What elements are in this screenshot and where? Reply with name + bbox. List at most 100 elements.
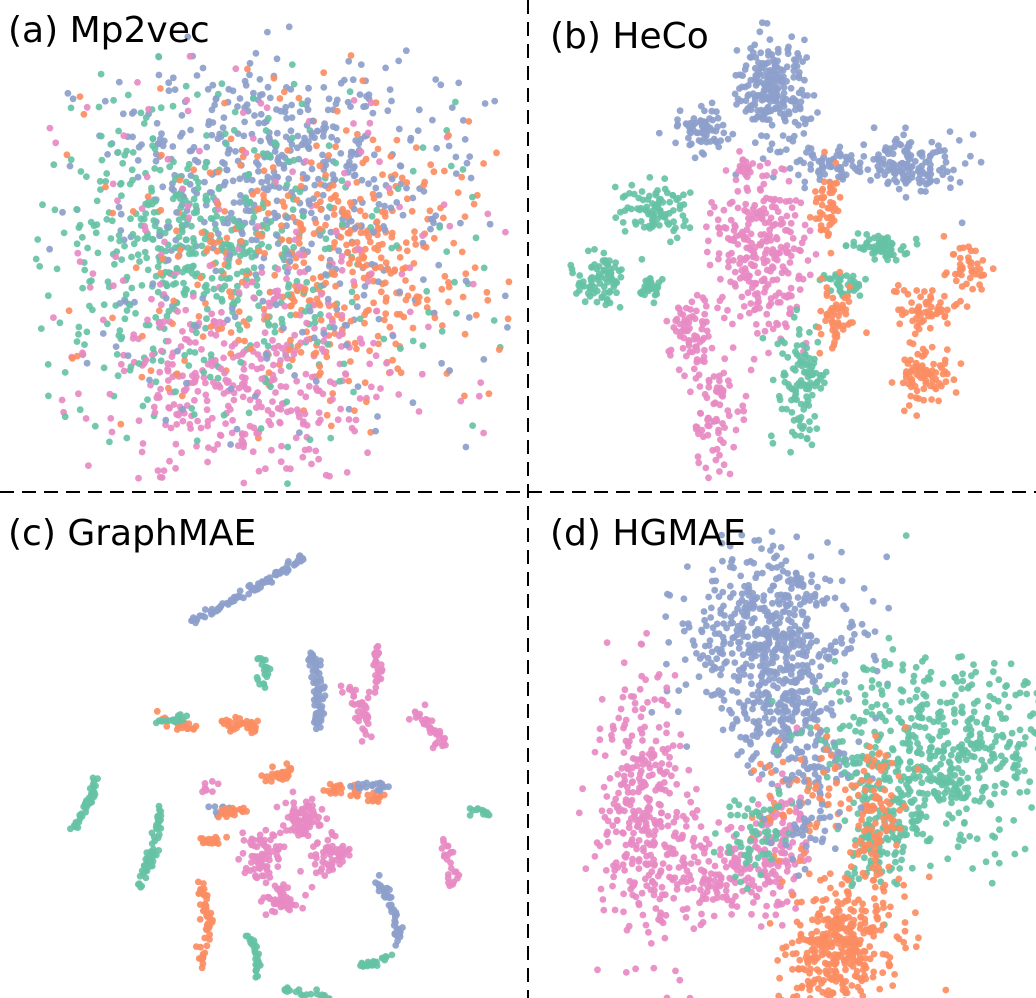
scatter-point [65,307,73,315]
scatter-point [253,275,261,283]
scatter-point [445,279,452,286]
scatter-point [335,247,342,255]
scatter-point [200,356,208,364]
scatter-point [933,148,940,156]
scatter-point [318,991,326,998]
scatter-point [441,167,448,175]
scatter-point [461,213,469,221]
scatter-point [295,283,303,290]
scatter-point [210,285,218,293]
scatter-point [60,229,68,237]
scatter-point [190,411,198,418]
scatter-point [290,243,298,251]
scatter-point [259,297,267,305]
scatter-point [286,346,293,354]
scatter-point [938,306,946,314]
scatter-point [396,162,404,170]
scatter-point [451,868,458,876]
scatter-point [301,410,309,418]
scatter-point [376,158,383,166]
scatter-point [252,973,260,981]
scatter-point [179,185,186,193]
scatter-point [638,288,646,295]
scatter-point [714,216,722,224]
scatter-point [646,275,654,282]
scatter-point [321,692,329,700]
scatter-point [252,49,260,57]
scatter-point [139,402,147,410]
scatter-point [177,343,185,350]
scatter-point [504,315,512,323]
scatter-point [321,120,328,127]
scatter-point [740,164,748,172]
scatter-point [131,298,138,306]
scatter-point [255,289,263,297]
scatter-point [253,341,261,349]
scatter-point [273,232,281,240]
scatter-point [739,402,747,410]
scatter-point [263,355,271,362]
scatter-point [786,259,794,266]
scatter-point [828,700,835,707]
scatter-point [280,324,287,332]
scatter-point [332,856,340,864]
scatter-point [197,274,205,282]
scatter-point [153,119,161,127]
scatter-point [223,833,231,841]
scatter-point [318,703,326,710]
scatter-point [412,241,420,248]
scatter-point [797,98,805,106]
scatter-point [164,365,172,373]
scatter-point [382,310,390,318]
scatter-point [136,258,143,265]
scatter-point [504,324,511,331]
scatter-point [694,453,702,461]
scatter-point [408,207,416,215]
scatter-point [742,200,750,208]
scatter-point [164,256,172,264]
scatter-point [241,337,249,345]
scatter-point [214,780,222,788]
scatter-point [724,234,732,242]
scatter-point [450,878,458,886]
scatter-point [781,267,789,274]
scatter-point [221,369,228,377]
scatter-point [226,251,234,259]
scatter-point [129,133,137,141]
scatter-point [807,161,814,168]
scatter-point [764,281,772,288]
scatter-point [285,236,293,244]
scatter-point [310,696,318,704]
scatter-point [232,148,239,155]
scatter-point [787,84,795,92]
scatter-point [399,265,407,273]
scatter-point [897,141,905,149]
scatter-point [941,147,948,154]
scatter-point [242,199,250,207]
scatter-point [680,222,688,230]
scatter-point [759,605,767,612]
scatter-point [187,126,195,134]
scatter-point [461,136,469,143]
scatter-point [159,183,167,191]
scatter-point [112,343,120,350]
scatter-point [466,153,474,161]
scatter-point [690,365,698,373]
scatter-point [370,339,377,347]
scatter-point [332,228,340,236]
scatter-point [157,357,165,365]
scatter-point [769,599,776,607]
scatter-point [867,176,874,184]
scatter-point [356,395,364,402]
scatter-point [771,621,779,628]
scatter-point [237,252,244,260]
scatter-point [193,329,200,337]
scatter-point [287,127,295,135]
scatter-point [308,165,316,173]
scatter-point [264,186,271,194]
scatter-point [769,173,777,181]
scatter-point [284,250,292,258]
scatter-point [727,216,735,224]
scatter-point [164,377,172,384]
scatter-point [742,268,750,276]
